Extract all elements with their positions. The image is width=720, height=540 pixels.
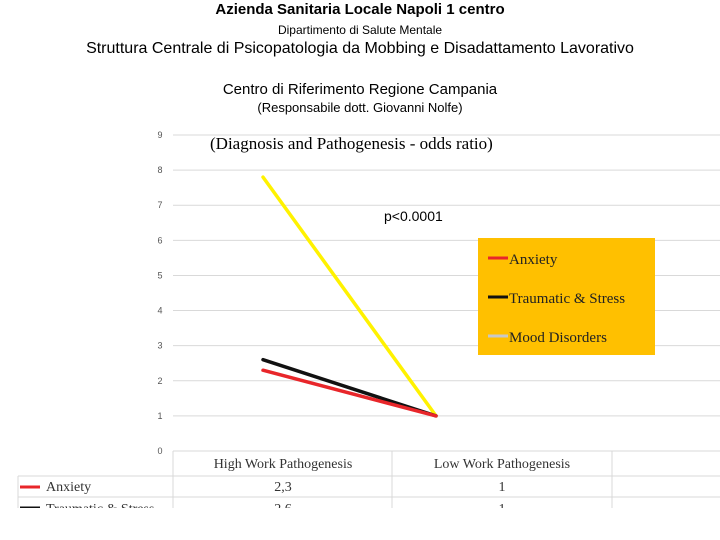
table-row-name: Anxiety (46, 480, 91, 495)
legend: Anxiety Traumatic & Stress Mood Disorders (478, 238, 655, 355)
y-tick-label: 7 (157, 200, 162, 210)
x-axis-categories: High Work Pathogenesis Low Work Pathogen… (214, 457, 570, 472)
y-tick-label: 1 (157, 411, 162, 421)
y-axis: 0 1 2 3 4 5 6 7 8 9 (157, 130, 162, 456)
bottom-crop-mask (0, 508, 720, 540)
x-category-label: High Work Pathogenesis (214, 457, 353, 472)
y-tick-label: 5 (157, 270, 162, 280)
y-tick-label: 0 (157, 446, 162, 456)
responsible-note: (Responsabile dott. Giovanni Nolfe) (257, 100, 463, 115)
structure-title: Struttura Centrale di Psicopatologia da … (86, 40, 634, 57)
department-subtitle: Dipartimento di Salute Mentale (277, 23, 443, 37)
y-tick-label: 8 (157, 165, 162, 175)
legend-label: Traumatic & Stress (509, 291, 625, 307)
y-tick-label: 9 (157, 130, 162, 140)
p-value-annotation: p<0.0001 (384, 208, 443, 224)
table-cell: 2,3 (274, 480, 292, 495)
chart-title: (Diagnosis and Pathogenesis - odds ratio… (210, 134, 493, 153)
legend-label: Anxiety (509, 252, 558, 268)
legend-label: Mood Disorders (509, 330, 607, 346)
series-line-anxiety (261, 368, 438, 418)
x-category-label: Low Work Pathogenesis (434, 457, 570, 472)
table-cell: 1 (499, 480, 506, 495)
data-table-grid (17, 451, 720, 508)
series-lines (261, 175, 438, 418)
y-tick-label: 2 (157, 376, 162, 386)
series-line-mood-disorders (261, 175, 438, 418)
y-tick-label: 4 (157, 306, 162, 316)
y-tick-label: 3 (157, 341, 162, 351)
org-title: Azienda Sanitaria Locale Napoli 1 centro (215, 1, 505, 18)
center-title: Centro di Riferimento Regione Campania (222, 81, 498, 98)
y-tick-label: 6 (157, 235, 162, 245)
